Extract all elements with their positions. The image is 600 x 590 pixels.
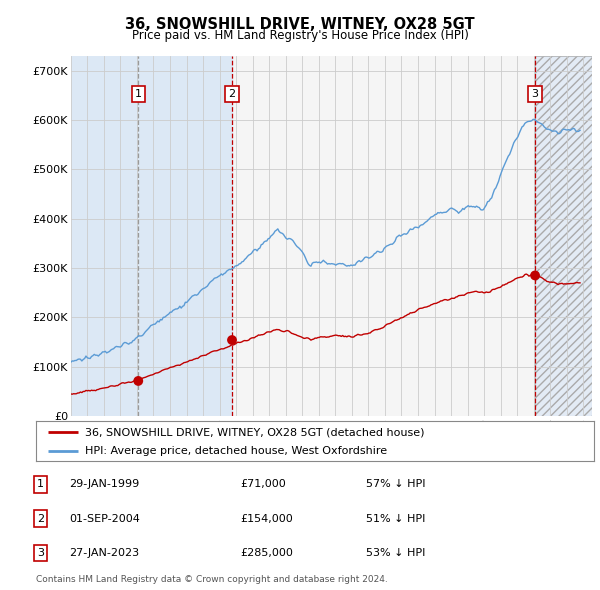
Point	[133, 376, 143, 386]
Point	[530, 271, 540, 280]
Text: 36, SNOWSHILL DRIVE, WITNEY, OX28 5GT: 36, SNOWSHILL DRIVE, WITNEY, OX28 5GT	[125, 17, 475, 31]
Text: Price paid vs. HM Land Registry's House Price Index (HPI): Price paid vs. HM Land Registry's House …	[131, 30, 469, 42]
Bar	[138, 56, 232, 416]
Bar	[535, 56, 592, 416]
Bar	[71, 56, 138, 416]
Text: Contains HM Land Registry data © Crown copyright and database right 2024.: Contains HM Land Registry data © Crown c…	[36, 575, 388, 584]
Point	[227, 335, 237, 345]
Text: 53% ↓ HPI: 53% ↓ HPI	[366, 548, 425, 558]
Text: 2: 2	[229, 89, 236, 99]
Text: 51% ↓ HPI: 51% ↓ HPI	[366, 514, 425, 523]
Text: 36, SNOWSHILL DRIVE, WITNEY, OX28 5GT (detached house): 36, SNOWSHILL DRIVE, WITNEY, OX28 5GT (d…	[85, 427, 425, 437]
Text: 27-JAN-2023: 27-JAN-2023	[69, 548, 139, 558]
Text: 29-JAN-1999: 29-JAN-1999	[69, 480, 139, 489]
Text: 3: 3	[532, 89, 539, 99]
Text: 1: 1	[135, 89, 142, 99]
Text: £285,000: £285,000	[240, 548, 293, 558]
Text: £154,000: £154,000	[240, 514, 293, 523]
Text: 01-SEP-2004: 01-SEP-2004	[69, 514, 140, 523]
Text: 3: 3	[37, 548, 44, 558]
Text: HPI: Average price, detached house, West Oxfordshire: HPI: Average price, detached house, West…	[85, 445, 387, 455]
Text: 2: 2	[37, 514, 44, 523]
Text: £71,000: £71,000	[240, 480, 286, 489]
Text: 1: 1	[37, 480, 44, 489]
Bar	[535, 56, 592, 416]
Text: 57% ↓ HPI: 57% ↓ HPI	[366, 480, 425, 489]
